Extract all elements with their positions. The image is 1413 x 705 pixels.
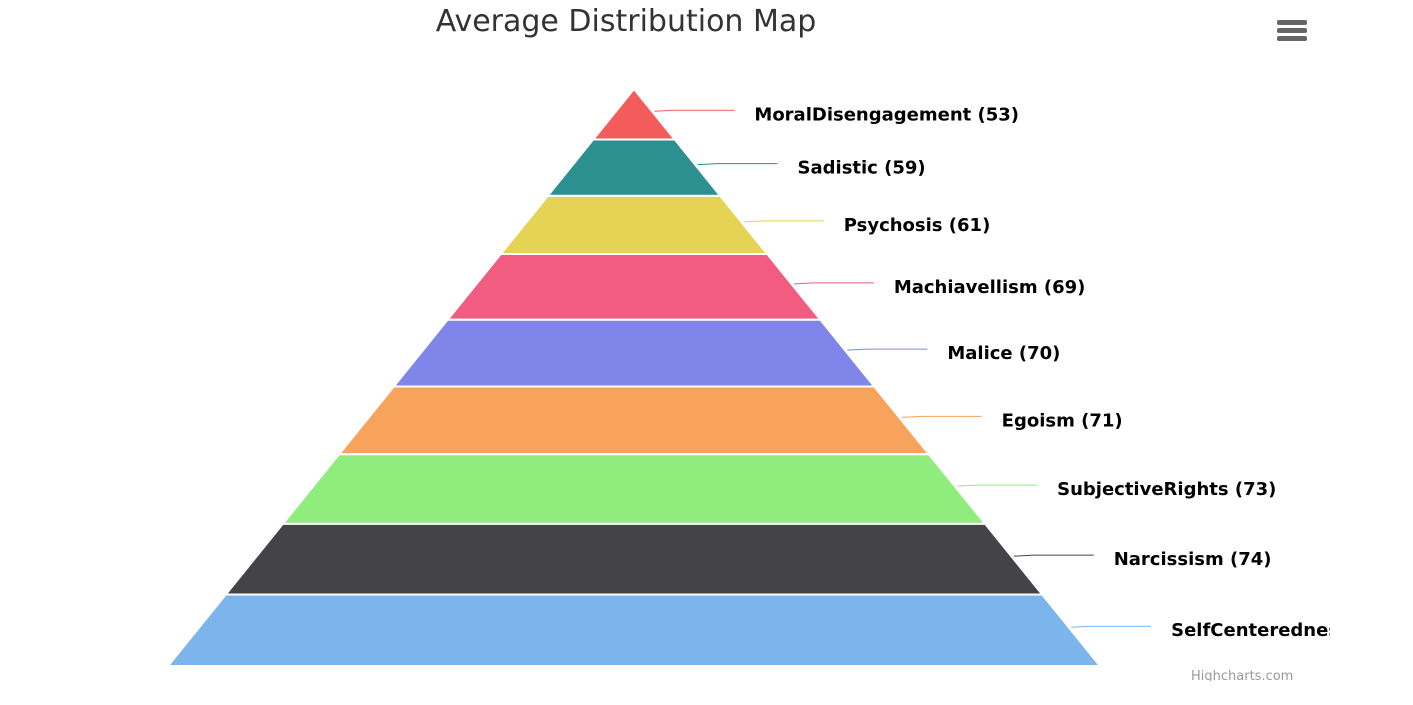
- hamburger-menu-icon: [1277, 36, 1307, 41]
- data-label-connector: [793, 282, 874, 285]
- credits-link[interactable]: Highcharts.com: [1191, 669, 1294, 681]
- data-label-connector: [697, 163, 778, 166]
- hamburger-menu-icon: [1277, 20, 1307, 25]
- chart-title: Average Distribution Map: [435, 4, 817, 39]
- data-label-connector: [1071, 625, 1152, 628]
- data-label: MoralDisengagement (53): [754, 104, 1019, 125]
- hamburger-menu-icon: [1277, 28, 1307, 33]
- data-label-connector: [743, 220, 824, 223]
- data-label: SelfCenteredness (75): [1171, 620, 1330, 641]
- data-label: Narcissism (74): [1114, 549, 1272, 570]
- data-label-connector: [901, 415, 982, 418]
- pyramid-segment-machiavellism[interactable]: [445, 252, 823, 321]
- data-label: Machiavellism (69): [894, 277, 1086, 298]
- pyramid-segment-malice[interactable]: [391, 318, 877, 388]
- data-label: Egoism (71): [1002, 410, 1123, 431]
- data-label: Malice (70): [947, 343, 1060, 364]
- data-label-connector: [654, 109, 735, 112]
- pyramid-chart: MoralDisengagement (53) Sadistic (59) Psyc…: [165, 87, 1330, 667]
- data-label: SubjectiveRights (73): [1057, 479, 1276, 500]
- data-label: Sadistic (59): [798, 158, 926, 179]
- pyramid-segment-selfcenteredness[interactable]: [165, 593, 1103, 667]
- pyramid-segment-moraldisengagement[interactable]: [591, 87, 677, 141]
- data-label: Psychosis (61): [844, 215, 991, 236]
- pyramid-segment-psychosis[interactable]: [498, 194, 770, 255]
- pyramid-segment-subjectiverights[interactable]: [280, 453, 988, 525]
- data-label-connector: [957, 484, 1038, 487]
- pyramid-segment-narcissism[interactable]: [223, 522, 1045, 596]
- pyramid-segment-sadistic[interactable]: [545, 138, 723, 197]
- pyramid-segment-egoism[interactable]: [336, 385, 932, 456]
- chart-context-menu-button[interactable]: [1270, 14, 1314, 48]
- data-label-connector: [1013, 554, 1094, 557]
- data-label-connector: [847, 348, 928, 351]
